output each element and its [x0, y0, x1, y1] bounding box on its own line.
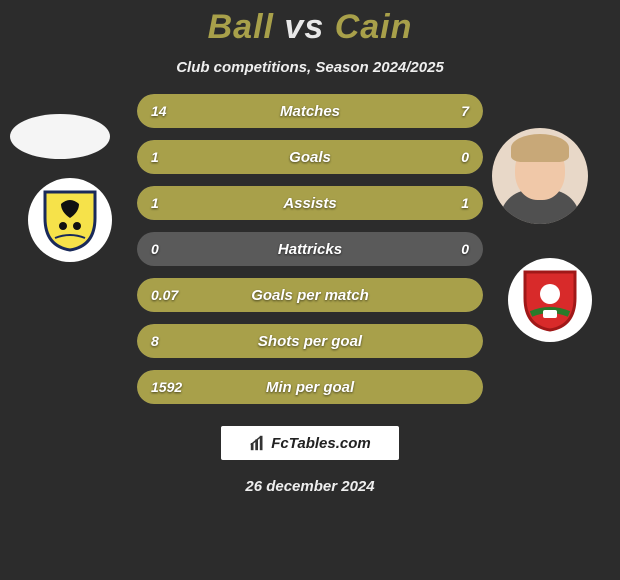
player1-name: Ball: [208, 8, 274, 46]
avatar-hair: [511, 134, 569, 162]
club1-badge: [28, 178, 112, 262]
stat-label: Shots per goal: [137, 324, 483, 358]
date-text: 26 december 2024: [0, 478, 620, 495]
fctables-brand[interactable]: FcTables.com: [221, 426, 399, 460]
stat-value-right: 0: [461, 140, 469, 174]
stat-row: 8Shots per goal: [137, 324, 483, 358]
stat-value-right: 7: [461, 94, 469, 128]
stat-row: 1592Min per goal: [137, 370, 483, 404]
fctables-text: FcTables.com: [271, 435, 370, 452]
stat-label: Assists: [137, 186, 483, 220]
player2-name: Cain: [335, 8, 413, 46]
stat-label: Goals: [137, 140, 483, 174]
stat-row: 0.07Goals per match: [137, 278, 483, 312]
club1-shield-icon: [41, 188, 99, 252]
vs-text: vs: [284, 8, 324, 46]
stat-label: Min per goal: [137, 370, 483, 404]
stat-label: Hattricks: [137, 232, 483, 266]
subtitle: Club competitions, Season 2024/2025: [0, 59, 620, 76]
stat-row: 0Hattricks0: [137, 232, 483, 266]
club2-shield-icon: [521, 268, 579, 332]
stat-row: 14Matches7: [137, 94, 483, 128]
comparison-title: Ball vs Cain: [0, 0, 620, 47]
player1-avatar: [10, 114, 110, 159]
player2-avatar: [492, 128, 588, 224]
club2-badge: [508, 258, 592, 342]
stat-label: Goals per match: [137, 278, 483, 312]
stat-value-right: 0: [461, 232, 469, 266]
fctables-logo-icon: [249, 434, 267, 452]
stat-row: 1Goals0: [137, 140, 483, 174]
stat-row: 1Assists1: [137, 186, 483, 220]
stat-label: Matches: [137, 94, 483, 128]
stat-value-right: 1: [461, 186, 469, 220]
